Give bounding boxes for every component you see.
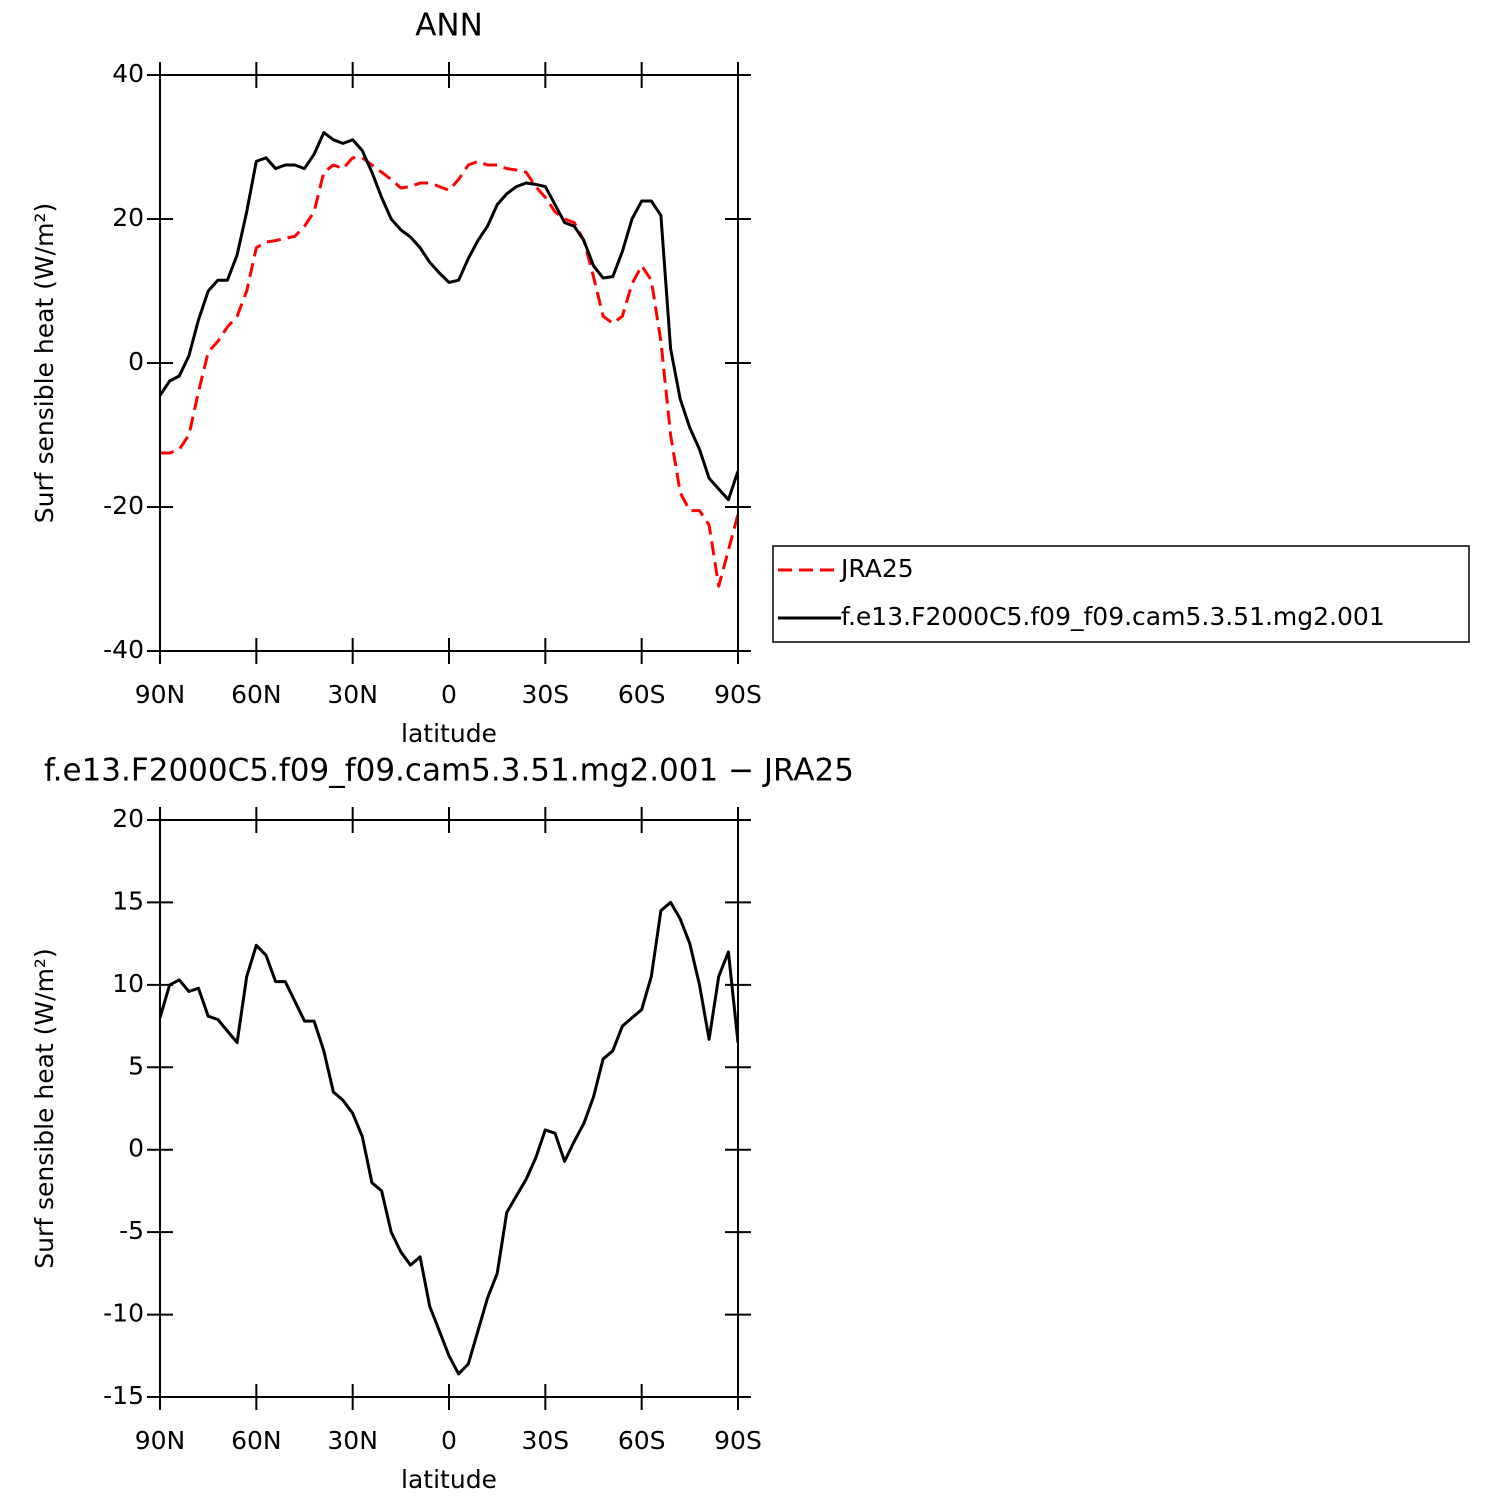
y-axis-label: Surf sensible heat (W/m²) <box>30 203 59 523</box>
plot-frame <box>159 74 739 652</box>
y-tick-label: -10 <box>103 1299 144 1328</box>
y-tick-label: 5 <box>128 1051 144 1080</box>
y-tick-label: -40 <box>103 635 144 664</box>
x-axis-label: latitude <box>401 719 497 748</box>
legend-box <box>772 545 1470 643</box>
x-tick-label: 60S <box>618 1426 666 1455</box>
data-line <box>160 131 738 502</box>
x-tick-label: 0 <box>441 1426 457 1455</box>
x-tick-label: 90N <box>135 680 186 709</box>
y-tick-label: 10 <box>112 969 144 998</box>
chart-title: ANN <box>415 8 483 44</box>
x-tick-label: 30N <box>327 1426 378 1455</box>
x-tick-label: 30N <box>327 680 378 709</box>
y-tick-label: 20 <box>112 804 144 833</box>
y-tick-label: 0 <box>128 1134 144 1163</box>
y-tick-label: 0 <box>128 347 144 376</box>
x-tick-label: 60S <box>618 680 666 709</box>
x-tick-label: 30S <box>521 1426 569 1455</box>
chart-title: f.e13.F2000C5.f09_f09.cam5.3.51.mg2.001 … <box>44 753 854 789</box>
legend-label: f.e13.F2000C5.f09_f09.cam5.3.51.mg2.001 <box>841 602 1385 631</box>
y-tick-label: -15 <box>103 1381 144 1410</box>
y-tick-label: 40 <box>112 59 144 88</box>
y-tick-label: 15 <box>112 886 144 915</box>
x-tick-label: 0 <box>441 680 457 709</box>
y-tick-label: -20 <box>103 491 144 520</box>
x-tick-label: 60N <box>231 1426 282 1455</box>
y-axis-label: Surf sensible heat (W/m²) <box>30 948 59 1268</box>
x-tick-label: 90S <box>714 680 762 709</box>
y-tick-label: 20 <box>112 203 144 232</box>
plot-frame <box>159 819 739 1398</box>
data-line <box>160 900 738 1376</box>
x-axis-label: latitude <box>401 1465 497 1494</box>
x-tick-label: 30S <box>521 680 569 709</box>
x-tick-label: 90S <box>714 1426 762 1455</box>
y-tick-label: -5 <box>119 1216 144 1245</box>
data-line <box>160 156 738 588</box>
x-tick-label: 90N <box>135 1426 186 1455</box>
legend-label: JRA25 <box>839 554 914 583</box>
x-tick-label: 60N <box>231 680 282 709</box>
